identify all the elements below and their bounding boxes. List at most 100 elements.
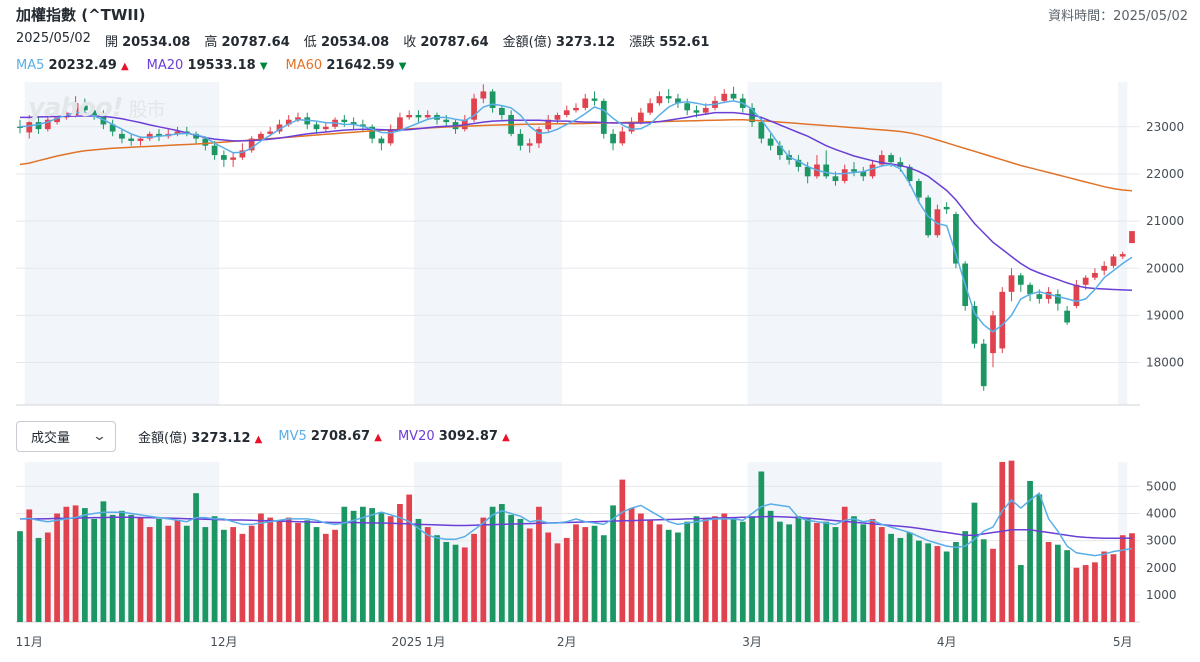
- vol-amount-value: 3273.12: [191, 431, 251, 446]
- volume-bar: [545, 532, 552, 622]
- volume-bar: [721, 513, 728, 622]
- volume-bar: [508, 514, 515, 622]
- volume-bar: [480, 517, 487, 622]
- candle-body: [1092, 272, 1098, 278]
- volume-bar: [63, 506, 70, 622]
- volume-bar: [628, 508, 635, 622]
- volume-bar: [536, 506, 542, 622]
- volume-bar: [971, 502, 978, 622]
- volume-bar: [869, 518, 876, 622]
- volume-bar: [832, 527, 839, 622]
- volume-bar: [128, 514, 135, 622]
- candle-body: [1119, 254, 1126, 257]
- volume-bar: [220, 529, 227, 622]
- volume-bar: [100, 501, 107, 622]
- volume-bar: [248, 525, 255, 622]
- candle-body: [369, 126, 376, 139]
- volume-bar: [146, 527, 153, 622]
- candle-body: [804, 166, 811, 177]
- candle-body: [637, 112, 644, 123]
- chevron-down-icon: ⌄: [91, 429, 108, 444]
- volume-bar: [1045, 542, 1052, 622]
- volume-bar: [230, 527, 237, 622]
- volume-bar: [489, 506, 496, 622]
- volume-bar: [54, 513, 60, 622]
- ma60-label: MA60: [285, 58, 323, 73]
- ma20-value: 19533.18: [187, 58, 256, 73]
- volume-bar: [415, 518, 422, 622]
- candle-body: [517, 133, 524, 146]
- volume-tick-label: 5000: [1146, 479, 1177, 493]
- change-label: 漲跌: [629, 35, 656, 50]
- volume-bar: [322, 533, 329, 622]
- volume-bar: [1101, 551, 1108, 622]
- volume-bar: [962, 531, 969, 622]
- volume-bar: [44, 532, 51, 622]
- volume-bar: [109, 514, 116, 622]
- volume-bar: [424, 527, 431, 622]
- volume-bar: [1092, 562, 1098, 622]
- ma-legend: MA5 20232.49 ▲ MA20 19533.18 ▼ MA60 2164…: [16, 58, 406, 73]
- volume-bar: [980, 539, 987, 622]
- volume-bar: [165, 525, 172, 622]
- candle-body: [906, 166, 913, 182]
- ma60-down-icon: ▼: [398, 61, 407, 72]
- volume-bar: [1129, 533, 1135, 622]
- candle-body: [230, 157, 237, 160]
- volume-bar: [119, 510, 125, 622]
- volume-bar: [619, 479, 626, 622]
- volume-bar: [804, 518, 811, 622]
- close-value: 20787.64: [420, 35, 489, 50]
- candle-body: [656, 96, 663, 104]
- candle-body: [193, 133, 199, 139]
- candle-body: [582, 98, 589, 108]
- candle-body: [647, 103, 654, 113]
- volume-bar: [712, 516, 718, 622]
- candle-body: [767, 138, 774, 146]
- volume-bar: [749, 516, 755, 622]
- ma5-label: MA5: [16, 58, 45, 73]
- candle-body: [758, 122, 765, 139]
- volume-bar: [647, 520, 654, 622]
- candle-body: [971, 305, 978, 344]
- volume-bar: [665, 529, 672, 622]
- volume-bar: [563, 537, 570, 622]
- candle-body: [990, 315, 996, 354]
- candle-body: [498, 107, 505, 116]
- volume-bar: [554, 543, 561, 622]
- volume-bar: [17, 531, 23, 622]
- candle-body: [1073, 284, 1080, 306]
- candle-body: [276, 124, 283, 132]
- candle-body: [1082, 277, 1089, 285]
- candle-body: [841, 169, 848, 182]
- volume-bar: [795, 516, 802, 622]
- indicator-dropdown[interactable]: 成交量 ⌄: [16, 421, 116, 452]
- x-tick-label: 2月: [557, 635, 577, 649]
- vol-amount-up-icon: ▲: [254, 434, 263, 445]
- candle-body: [480, 91, 487, 99]
- mv5-up-icon: ▲: [374, 432, 382, 443]
- candle-body: [730, 93, 737, 99]
- price-tick-label: 19000: [1146, 308, 1184, 322]
- candle-body: [109, 124, 116, 132]
- ma20-label: MA20: [146, 58, 184, 73]
- candle-body: [424, 115, 431, 118]
- volume-tick-label: 3000: [1146, 534, 1177, 548]
- volume-bar: [156, 518, 162, 622]
- candle-body: [54, 117, 60, 123]
- candle-body: [554, 115, 561, 120]
- volume-bar: [1036, 494, 1043, 622]
- candle-body: [285, 119, 292, 125]
- mv20-label: MV20: [397, 429, 435, 444]
- volume-bar: [174, 520, 181, 622]
- candle-body: [1129, 231, 1135, 244]
- candle-body: [721, 93, 728, 101]
- volume-bar: [823, 521, 830, 622]
- candle-body: [591, 98, 598, 101]
- mv5-line: [19, 491, 1133, 557]
- candle-body: [795, 159, 802, 167]
- candle-body: [202, 138, 209, 146]
- volume-bar: [878, 527, 885, 622]
- volume-bar: [517, 518, 524, 622]
